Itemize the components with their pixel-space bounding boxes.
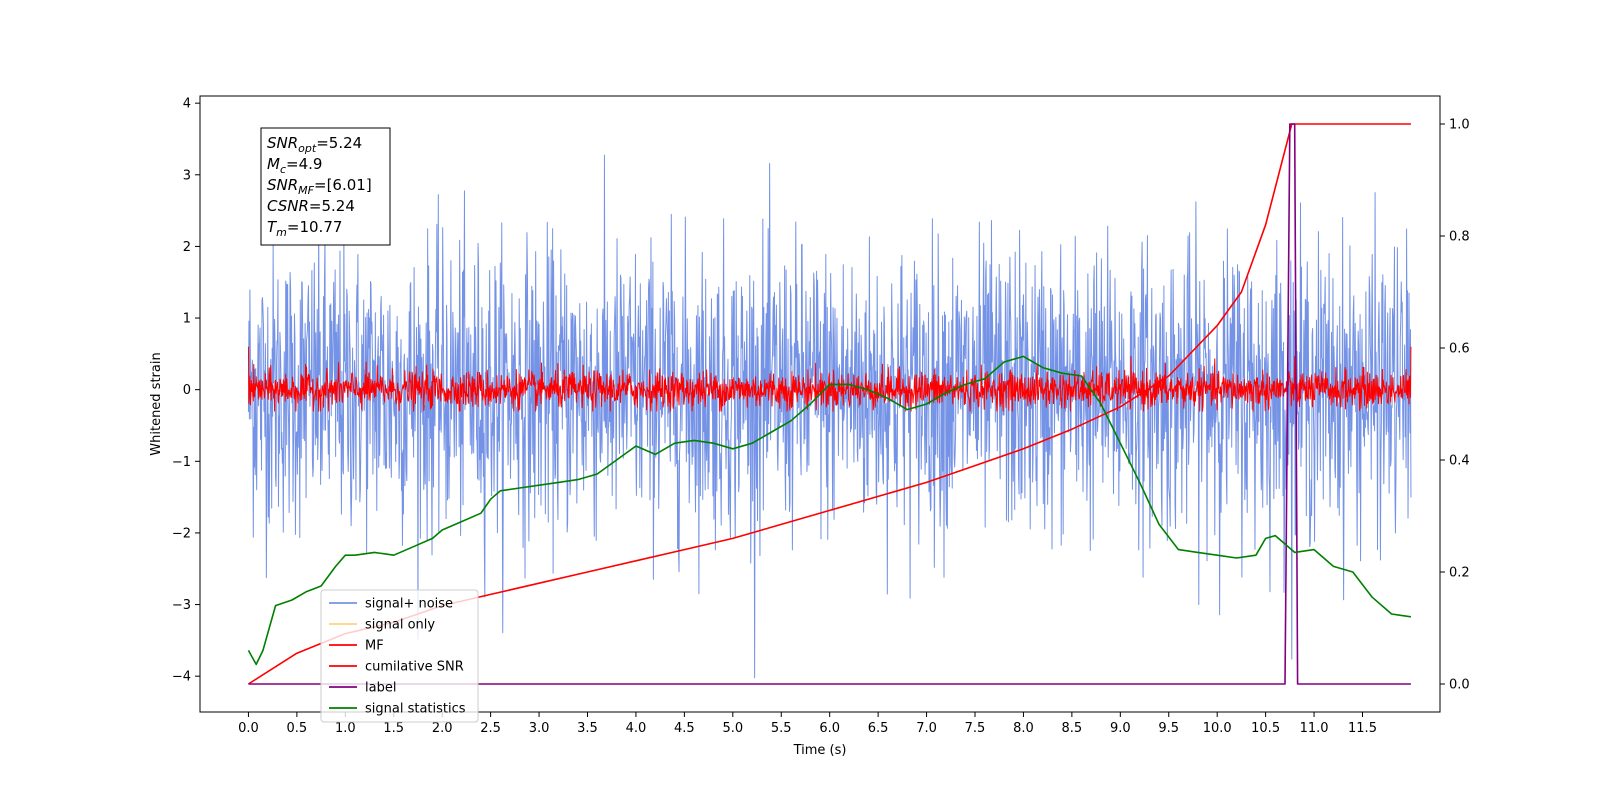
y-left-tick-label: 2 <box>183 240 191 255</box>
legend-label: cumilative SNR <box>365 660 464 675</box>
x-tick-label: 9.0 <box>1110 721 1131 736</box>
plot-frame <box>199 95 1441 713</box>
y-right-tick-label: 0.0 <box>1449 678 1470 693</box>
legend: signal+ noise signal only MF cumilative SNR… <box>320 589 479 723</box>
y-left-tick-label: −1 <box>172 455 191 470</box>
x-tick-label: 5.5 <box>771 721 792 736</box>
y-right-tick-label: 0.8 <box>1449 230 1470 245</box>
series-line-mf <box>247 346 1412 412</box>
y-left-tick-label: 1 <box>183 312 191 327</box>
x-tick-label: 9.5 <box>1158 721 1179 736</box>
x-tick-label: 1.0 <box>335 721 356 736</box>
x-tick-label: 2.0 <box>432 721 453 736</box>
y-left-tick-label: −4 <box>172 670 191 685</box>
x-tick-label: 3.0 <box>529 721 550 736</box>
y-axis-title-left: Whitened strain <box>149 352 164 455</box>
legend-label: signal+ noise <box>365 597 453 612</box>
legend-label: label <box>365 681 396 696</box>
stats-line: SNRopt=5.24 <box>267 134 362 155</box>
y-axis-left: 4 3 2 1 0 −1 −2 −3 −4 <box>172 97 200 685</box>
y-right-tick-label: 0.6 <box>1449 342 1470 357</box>
y-right-tick-label: 1.0 <box>1449 118 1470 133</box>
y-left-tick-label: −3 <box>172 598 191 613</box>
x-tick-label: 7.5 <box>965 721 986 736</box>
x-tick-label: 5.0 <box>722 721 743 736</box>
x-tick-label: 7.0 <box>916 721 937 736</box>
x-tick-label: 6.0 <box>819 721 840 736</box>
x-tick-label: 8.0 <box>1013 721 1034 736</box>
y-left-tick-label: 4 <box>183 97 191 112</box>
x-tick-label: 0.0 <box>238 721 259 736</box>
x-tick-label: 6.5 <box>868 721 889 736</box>
x-tick-label: 0.5 <box>287 721 308 736</box>
x-tick-label: 4.0 <box>626 721 647 736</box>
series-line-label <box>248 123 1411 685</box>
x-axis: 0.0 0.5 1.0 1.5 2.0 2.5 3.0 3.5 4.0 4.5 5.0 5.5 6.0 6… <box>238 712 1377 736</box>
x-tick-label: 4.5 <box>674 721 695 736</box>
x-tick-label: 3.5 <box>577 721 598 736</box>
legend-frame <box>320 589 479 723</box>
legend-label: signal only <box>365 618 435 633</box>
stats-line: Tm=10.77 <box>267 218 342 239</box>
x-tick-label: 10.0 <box>1203 721 1232 736</box>
y-right-tick-label: 0.4 <box>1449 454 1470 469</box>
x-tick-label: 1.5 <box>383 721 404 736</box>
x-tick-label: 11.5 <box>1348 721 1377 736</box>
series-line-signal-statistics <box>247 355 1412 666</box>
y-left-tick-label: −2 <box>172 526 191 541</box>
stats-line: Mc=4.9 <box>267 155 322 176</box>
x-tick-label: 10.5 <box>1251 721 1280 736</box>
x-tick-label: 8.5 <box>1062 721 1083 736</box>
stats-line: SNRMF=[6.01] <box>267 176 372 197</box>
y-left-tick-label: 0 <box>183 383 191 398</box>
y-axis-right: 1.0 0.8 0.6 0.4 0.2 0.0 <box>1440 118 1470 693</box>
stats-line: CSNR=5.24 <box>267 197 355 215</box>
y-left-tick-label: 3 <box>183 168 191 183</box>
x-tick-label: 2.5 <box>480 721 501 736</box>
y-right-tick-label: 0.2 <box>1449 566 1470 581</box>
legend-label: signal statistics <box>365 702 466 717</box>
legend-label: MF <box>365 639 384 654</box>
stats-box-frame <box>260 127 391 246</box>
x-axis-title: Time (s) <box>793 743 847 758</box>
x-tick-label: 11.0 <box>1300 721 1329 736</box>
